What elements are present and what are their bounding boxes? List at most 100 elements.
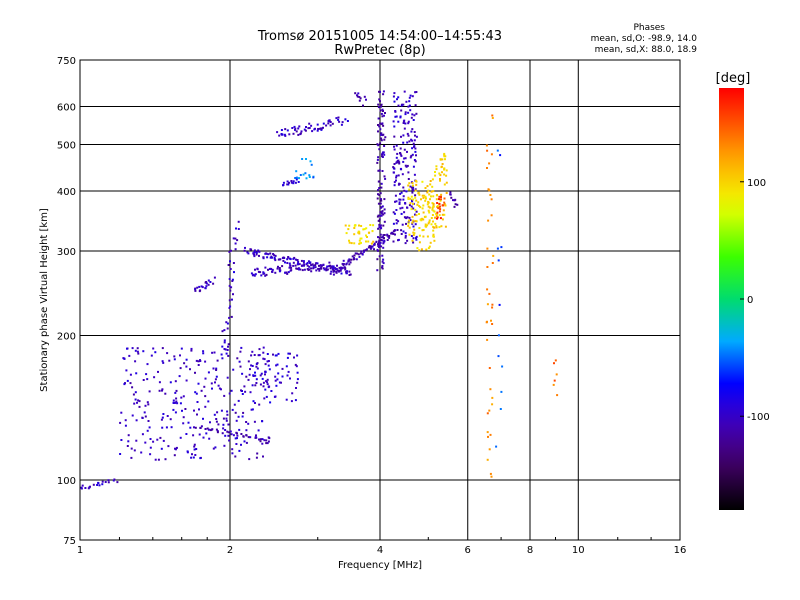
echo-point <box>418 205 421 207</box>
echo-point <box>294 127 297 130</box>
echo-point <box>500 390 503 393</box>
echo-point <box>424 195 427 198</box>
echo-point <box>312 264 315 267</box>
echo-point <box>403 211 406 214</box>
echo-point <box>284 261 286 264</box>
echo-point <box>436 202 439 204</box>
echo-point <box>379 224 382 227</box>
echo-point <box>292 132 295 135</box>
echo-point <box>438 198 440 201</box>
echo-point <box>382 234 385 237</box>
echo-point <box>298 177 300 180</box>
echo-point <box>262 455 264 458</box>
echo-point <box>427 209 430 212</box>
echo-point <box>199 426 202 429</box>
echo-point <box>404 157 407 160</box>
echo-point <box>428 221 431 224</box>
echo-point <box>295 387 297 389</box>
echo-point <box>486 431 489 434</box>
echo-point <box>274 375 277 378</box>
echo-point <box>398 162 401 165</box>
echo-point <box>394 194 397 197</box>
echo-point <box>253 274 256 277</box>
echo-point <box>377 243 379 246</box>
echo-point <box>411 221 414 224</box>
echo-point <box>227 345 229 348</box>
echo-point <box>443 183 446 186</box>
echo-point <box>227 423 230 426</box>
echo-point <box>489 433 492 436</box>
echo-point <box>348 224 351 227</box>
echo-point <box>358 239 361 242</box>
echo-point <box>382 242 385 245</box>
echo-point <box>345 272 348 275</box>
echo-point <box>194 289 197 292</box>
echo-point <box>491 396 494 399</box>
echo-point <box>348 263 351 266</box>
echo-point <box>270 390 273 392</box>
echo-point <box>404 164 407 167</box>
echo-point <box>205 432 208 435</box>
echo-point <box>307 260 310 263</box>
echo-point <box>407 224 410 227</box>
echo-point <box>456 203 459 206</box>
echo-point <box>281 367 284 370</box>
echo-point <box>259 374 262 377</box>
echo-point <box>427 222 430 225</box>
echo-point <box>431 202 434 205</box>
echo-point <box>282 259 285 262</box>
echo-point <box>399 167 402 170</box>
echo-point <box>309 261 312 264</box>
echo-point <box>383 153 386 156</box>
echo-point <box>393 125 396 128</box>
echo-point <box>249 436 252 439</box>
echo-point <box>488 409 491 412</box>
echo-point <box>195 359 198 362</box>
echo-point <box>404 113 407 116</box>
echo-point <box>358 232 361 235</box>
echo-point <box>366 236 368 238</box>
echo-point <box>381 170 384 172</box>
echo-point <box>376 248 379 251</box>
echo-point <box>439 178 441 180</box>
echo-point <box>241 393 244 395</box>
echo-point <box>328 261 331 264</box>
echo-point <box>147 403 150 406</box>
echo-point <box>426 185 429 188</box>
echo-point <box>166 352 169 355</box>
echo-point <box>390 232 393 235</box>
echo-point <box>286 356 289 359</box>
echo-point <box>400 135 402 138</box>
echo-point <box>264 266 267 269</box>
echo-point <box>328 119 331 122</box>
echo-point <box>356 95 359 98</box>
echo-point <box>439 158 442 161</box>
echo-point <box>411 199 413 202</box>
echo-point <box>200 285 203 288</box>
echo-point <box>264 371 267 374</box>
echo-point <box>397 238 400 241</box>
echo-point <box>286 272 289 275</box>
echo-point <box>232 262 235 264</box>
echo-point <box>175 397 178 400</box>
echo-point <box>143 411 146 414</box>
echo-point <box>282 256 285 259</box>
echo-point <box>441 213 444 216</box>
echo-point <box>138 405 141 408</box>
echo-point <box>364 249 367 252</box>
echo-point <box>408 140 411 143</box>
echo-point <box>245 441 248 444</box>
echo-point <box>412 225 415 228</box>
echo-point <box>417 192 420 195</box>
echo-point <box>406 141 409 144</box>
echo-point <box>416 203 419 206</box>
echo-point <box>377 106 380 109</box>
echo-point <box>369 245 372 248</box>
echo-point <box>202 436 205 439</box>
echo-point <box>491 403 494 406</box>
echo-point <box>265 395 268 398</box>
echo-point <box>286 183 289 186</box>
colorbar-tick-label: 100 <box>747 178 766 189</box>
echo-point <box>392 222 395 225</box>
echo-point <box>311 263 314 266</box>
